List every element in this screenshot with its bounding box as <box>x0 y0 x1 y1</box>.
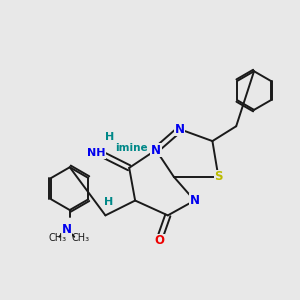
Text: O: O <box>154 234 164 247</box>
Text: CH₃: CH₃ <box>71 233 89 243</box>
Text: imine: imine <box>115 142 148 153</box>
Text: CH₃: CH₃ <box>48 233 66 243</box>
Text: N: N <box>175 123 185 136</box>
Text: NH: NH <box>87 148 106 158</box>
Text: N: N <box>62 223 72 236</box>
Text: N: N <box>151 143 161 157</box>
Text: H: H <box>105 132 115 142</box>
Text: N: N <box>190 194 200 207</box>
Text: H: H <box>104 197 113 207</box>
Text: S: S <box>214 170 223 183</box>
